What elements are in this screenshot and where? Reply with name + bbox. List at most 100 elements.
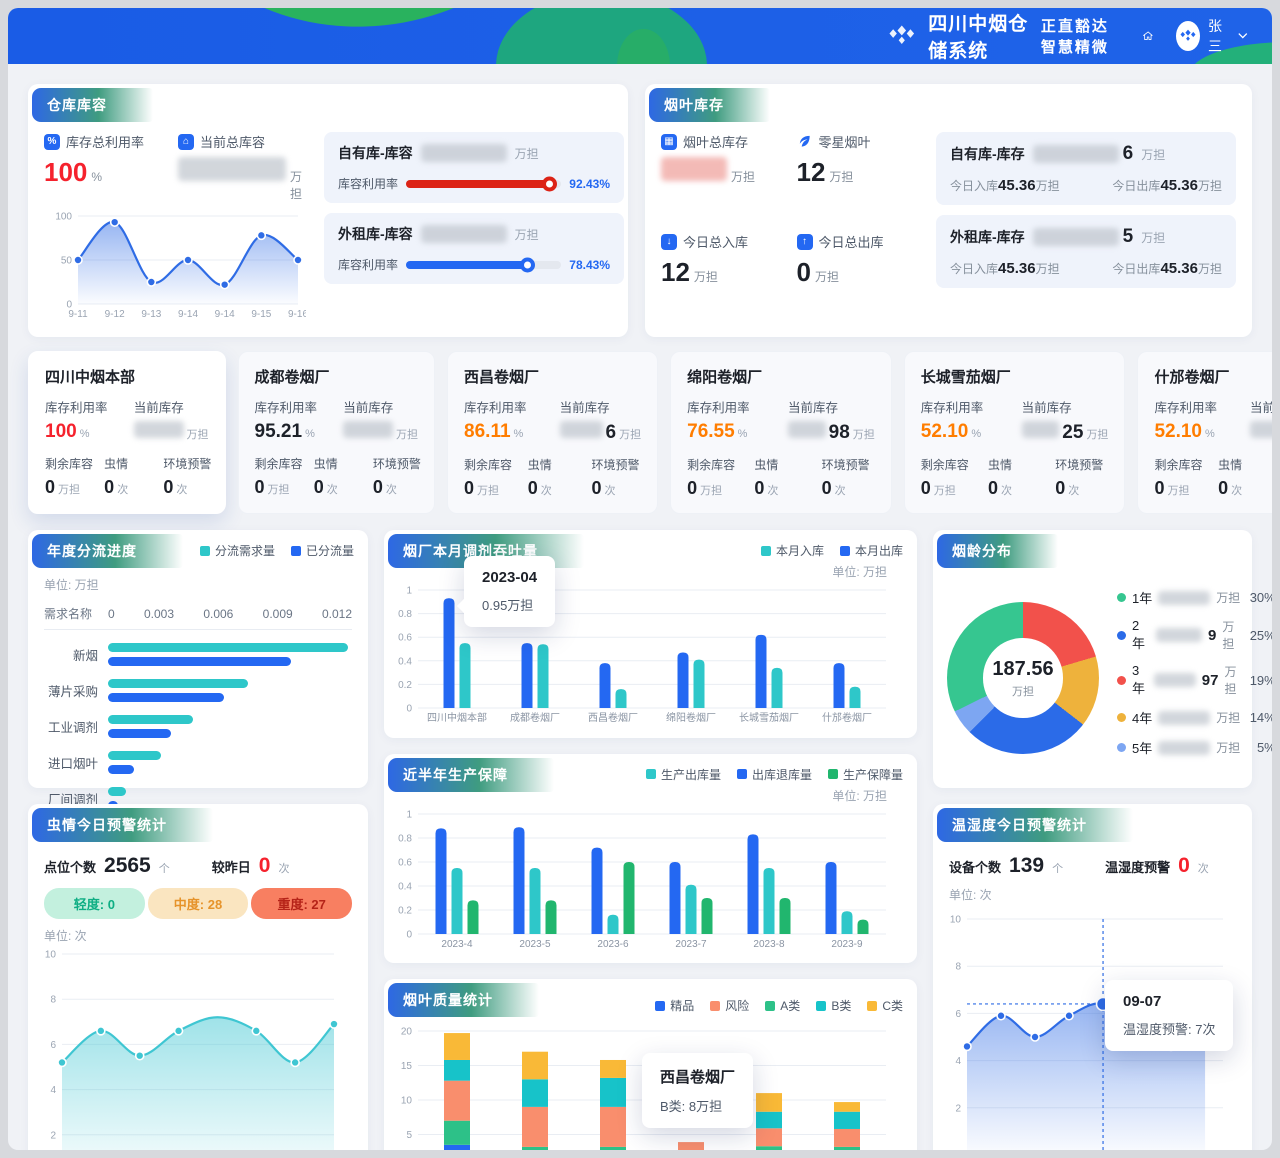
factory-card[interactable]: 成都卷烟厂 库存利用率 95.21% 当前库存 万担 剩余库容 0 万担 虫情 0 次环境预警 0 次 <box>237 351 436 514</box>
chart-tooltip: 2023-04 0.95万担 <box>464 556 556 627</box>
svg-text:2023-4: 2023-4 <box>441 939 473 950</box>
svg-text:15: 15 <box>401 1061 413 1072</box>
svg-text:2: 2 <box>50 1130 56 1141</box>
monthly-throughput-chart[interactable]: 0 0.2 0.4 0.6 0.8 1 四川中烟本部 成都卷烟厂 西昌卷烟厂 绵阳卷烟厂 长城雪茄烟… <box>384 580 917 729</box>
card-title: 年度分流进度 <box>32 534 183 568</box>
svg-text:2023-7: 2023-7 <box>675 939 707 950</box>
svg-text:0.4: 0.4 <box>398 881 412 892</box>
chart-tooltip: 09-07 温湿度预警: 7次 <box>1105 980 1234 1051</box>
legend-item: 生产出库量 <box>645 766 721 783</box>
monthly-throughput-card: 烟厂本月调剂吞吐量 本月入库 本月出库 单位: 万担 0 0.2 0.4 0.6 0.8 1… <box>384 530 917 738</box>
own-capacity-progress <box>406 179 562 188</box>
warehouse-icon: ⌂ <box>177 133 194 150</box>
svg-text:2: 2 <box>955 1103 961 1114</box>
outbound-icon: ↑ <box>796 233 813 250</box>
total-inventory-stat: ▦ 烟叶总库存 万担 <box>661 132 789 188</box>
annual-diversion-chart[interactable]: 需求名称 0 0.003 0.006 0.009 0.012 新烟 薄片采购 工业调剂 进口烟叶厂… <box>28 593 368 818</box>
unit-label: 单位: 万担 <box>44 578 99 592</box>
avatar[interactable] <box>1176 21 1200 51</box>
leaf-inventory-card: 烟叶库存 ▦ 烟叶总库存 万担 零星烟叶 <box>645 84 1252 337</box>
donut-center: 187.56 万担 <box>983 638 1063 718</box>
factory-card[interactable]: 西昌卷烟厂 库存利用率 86.11% 当前库存 6 万担 剩余库容 0 万担 虫情 0 次环境预警 0 次 <box>447 351 659 514</box>
svg-text:0.6: 0.6 <box>398 633 412 644</box>
svg-text:100: 100 <box>55 212 72 223</box>
capacity-trend-chart[interactable]: 0 50 100 9-11 9-12 9-13 9-14 9-14 9-15 9-16 <box>44 206 312 325</box>
svg-text:6: 6 <box>50 1040 56 1051</box>
chart-legend[interactable]: 本月入库 本月出库 <box>760 542 903 559</box>
pest-vs-yesterday-value: 0 <box>258 854 271 877</box>
svg-text:6: 6 <box>955 1009 961 1020</box>
unit-label: 单位: 次 <box>949 888 992 902</box>
masked-value <box>420 225 507 243</box>
temp-warn-value: 0 <box>1178 854 1190 877</box>
svg-text:20: 20 <box>401 1027 413 1038</box>
svg-text:长城雪茄烟厂: 长城雪茄烟厂 <box>739 711 799 724</box>
svg-text:2023-5: 2023-5 <box>519 939 551 950</box>
temp-humidity-card: 温湿度今日预警统计 设备个数 139 个 温湿度预警 0 次 单位: 次 024… <box>933 804 1252 1150</box>
chevron-down-icon <box>1238 33 1248 39</box>
unit-label: 单位: 万担 <box>832 565 887 579</box>
svg-text:绵阳卷烟厂: 绵阳卷烟厂 <box>666 711 716 724</box>
today-inbound-stat: ↓ 今日总入库 12 万担 <box>661 233 749 287</box>
card-title: 烟龄分布 <box>937 534 1058 568</box>
factory-card[interactable]: 长城雪茄烟厂 库存利用率 52.10% 当前库存 25 万担 剩余库容 0 万担 虫情 0 次环境预警… <box>903 351 1126 514</box>
svg-text:8: 8 <box>955 962 961 973</box>
svg-text:9-14: 9-14 <box>178 309 198 320</box>
svg-text:10: 10 <box>45 950 57 961</box>
svg-text:0: 0 <box>406 929 412 940</box>
svg-text:0.8: 0.8 <box>398 833 412 844</box>
user-menu[interactable]: 张三 <box>1176 16 1248 56</box>
total-utilization-stat: % 库存总利用率 100 % <box>44 133 145 187</box>
own-capacity-rate: 92.43% <box>569 176 610 191</box>
user-name: 张三 <box>1208 18 1222 54</box>
chart-tooltip: 西昌卷烟厂 B类: 8万担 <box>642 1053 754 1128</box>
production-support-chart[interactable]: 0 0.2 0.4 0.6 0.8 1 2023-4 2023-5 2023-6 2023-7 20… <box>384 804 917 955</box>
card-title: 温湿度今日预警统计 <box>937 808 1133 842</box>
svg-text:9-16: 9-16 <box>288 309 306 320</box>
own-capacity-subcard: 自有库-库容 万担 库容利用率 92.43% <box>324 132 624 203</box>
quality-stats-chart[interactable]: 05101520四川中烟本部成都卷烟厂西昌卷烟厂绵阳卷烟厂长城雪茄烟厂什邡卷烟厂 <box>384 1021 917 1150</box>
scattered-leaf-value: 12 <box>796 157 826 187</box>
pest-level-medium-pill[interactable]: 中度: 28 <box>147 888 249 919</box>
legend-item: 本月入库 <box>760 542 824 559</box>
warehouse-capacity-card: 仓库库容 % 库存总利用率 100 % ⌂ <box>28 84 628 337</box>
card-title: 烟叶库存 <box>649 88 770 122</box>
chart-legend[interactable]: 分流需求量 已分流量 <box>199 542 354 559</box>
svg-text:9-14: 9-14 <box>215 309 235 320</box>
legend-item: 本月出库 <box>839 542 903 559</box>
svg-text:4: 4 <box>50 1085 56 1096</box>
svg-text:西昌卷烟厂: 西昌卷烟厂 <box>588 711 638 724</box>
header-decor-blob <box>496 8 708 64</box>
svg-text:2023-8: 2023-8 <box>753 939 785 950</box>
svg-text:1: 1 <box>406 586 412 597</box>
rented-capacity-progress <box>406 260 562 269</box>
unit-label: 单位: 次 <box>44 929 87 943</box>
pest-level-light-pill[interactable]: 轻度: 0 <box>44 888 145 919</box>
rented-capacity-rate: 78.43% <box>569 257 610 272</box>
masked-value <box>420 144 507 162</box>
svg-text:四川中烟本部: 四川中烟本部 <box>427 711 487 724</box>
chart-legend[interactable]: 生产出库量 出库退库量 生产保障量 <box>645 766 903 783</box>
card-title: 烟叶质量统计 <box>388 983 539 1017</box>
svg-text:0.2: 0.2 <box>398 680 412 691</box>
current-capacity-stat: ⌂ 当前总库容 万担 <box>177 132 312 202</box>
legend-item: 生产保障量 <box>827 766 903 783</box>
masked-value <box>177 157 287 181</box>
tobacco-age-donut[interactable]: 187.56 万担 <box>947 602 1099 754</box>
pest-level-heavy-pill[interactable]: 重度: 27 <box>251 888 353 919</box>
factory-card[interactable]: 绵阳卷烟厂 库存利用率 76.55% 当前库存 98 万担 剩余库容 0 万担 虫情 0 次环境预警 0… <box>670 351 892 514</box>
hbar-row: 新烟 <box>44 643 352 666</box>
svg-text:4: 4 <box>955 1056 961 1067</box>
hbar-row: 工业调剂 <box>44 715 352 738</box>
home-icon[interactable] <box>1142 25 1154 47</box>
today-inbound-value: 12 <box>661 257 690 287</box>
svg-text:0: 0 <box>406 704 412 715</box>
factory-card[interactable]: 四川中烟本部 库存利用率 100% 当前库存 万担 剩余库容 0 万担 虫情 0 次环境预警 0 次 <box>28 351 226 514</box>
chart-legend[interactable]: 精品 风险 A类 B类 C类 <box>655 997 903 1014</box>
